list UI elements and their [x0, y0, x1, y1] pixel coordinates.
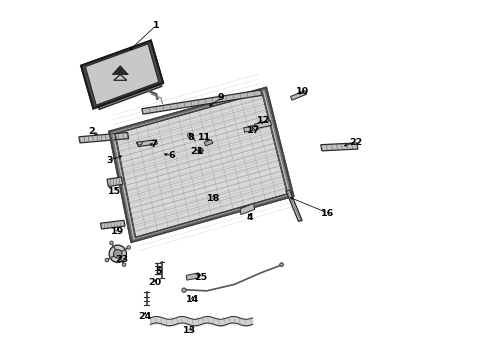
Text: 8: 8 — [187, 133, 194, 142]
Circle shape — [109, 245, 126, 262]
Polygon shape — [115, 93, 286, 237]
Circle shape — [109, 241, 113, 245]
Text: 11: 11 — [198, 133, 211, 142]
Text: 6: 6 — [168, 151, 175, 160]
Text: 21: 21 — [190, 148, 203, 157]
Text: 25: 25 — [194, 274, 207, 282]
Polygon shape — [109, 88, 292, 242]
Polygon shape — [85, 44, 159, 105]
Polygon shape — [320, 143, 357, 151]
Polygon shape — [204, 140, 212, 146]
Text: 16: 16 — [321, 209, 334, 217]
Polygon shape — [81, 41, 163, 108]
Text: 12: 12 — [256, 116, 269, 125]
Circle shape — [122, 263, 125, 266]
Text: 3: 3 — [106, 156, 113, 165]
Polygon shape — [85, 44, 159, 105]
Text: 22: 22 — [348, 138, 361, 147]
Polygon shape — [285, 190, 302, 221]
Polygon shape — [142, 90, 261, 114]
Polygon shape — [254, 121, 271, 129]
Text: 10: 10 — [295, 87, 308, 96]
Polygon shape — [79, 132, 128, 143]
Circle shape — [279, 263, 283, 266]
Text: 2: 2 — [88, 127, 95, 136]
Text: 19: 19 — [111, 227, 124, 236]
Polygon shape — [290, 91, 306, 100]
Text: 20: 20 — [148, 278, 162, 287]
Text: 4: 4 — [246, 213, 253, 222]
Circle shape — [105, 258, 108, 262]
Text: 13: 13 — [183, 326, 196, 335]
Text: 9: 9 — [217, 94, 224, 103]
Text: 18: 18 — [207, 194, 220, 203]
Text: 1: 1 — [153, 21, 159, 30]
Text: 14: 14 — [185, 295, 199, 304]
Text: 7: 7 — [150, 140, 157, 149]
Text: 23: 23 — [115, 256, 128, 264]
Polygon shape — [244, 125, 258, 132]
Circle shape — [113, 249, 122, 258]
Circle shape — [126, 246, 130, 249]
Polygon shape — [81, 41, 163, 108]
Polygon shape — [101, 220, 125, 229]
Text: 24: 24 — [138, 312, 151, 321]
Polygon shape — [112, 66, 128, 75]
Text: 15: 15 — [107, 187, 121, 196]
Polygon shape — [186, 273, 199, 280]
Polygon shape — [137, 140, 157, 147]
Text: 5: 5 — [155, 267, 162, 276]
Polygon shape — [240, 203, 254, 215]
Circle shape — [182, 288, 186, 292]
Circle shape — [198, 148, 203, 153]
Polygon shape — [112, 66, 128, 75]
Polygon shape — [88, 48, 162, 109]
Text: 17: 17 — [246, 126, 260, 135]
Polygon shape — [107, 177, 122, 186]
